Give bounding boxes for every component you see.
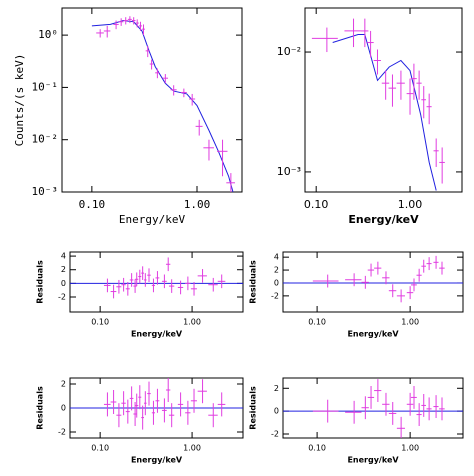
y-axis-label: Residuals xyxy=(36,386,45,430)
plot-frame xyxy=(61,7,243,193)
y-tick-label: -2 xyxy=(271,430,279,439)
x-axis-label: Energy/keV xyxy=(131,330,183,339)
y-tick-label: 10⁻² xyxy=(277,45,301,58)
y-tick-label: -2 xyxy=(271,291,279,300)
x-axis-label: Energy/keV xyxy=(348,213,419,226)
plot-frame xyxy=(69,251,244,313)
model-line xyxy=(91,19,234,193)
x-tick-label: 0.10 xyxy=(308,318,326,327)
y-tick-label: -2 xyxy=(58,428,66,437)
y-tick-label: 10⁻¹ xyxy=(32,80,59,93)
x-tick-label: 0.10 xyxy=(308,444,326,453)
y-tick-label: 0 xyxy=(61,279,66,288)
x-tick-label: 0.10 xyxy=(91,318,109,327)
x-axis-label: Energy/keV xyxy=(131,456,183,465)
y-tick-label: 0 xyxy=(274,278,279,287)
y-tick-label: 10⁻² xyxy=(32,133,59,146)
y-axis-label: Residuals xyxy=(249,386,258,430)
x-tick-label: 0.10 xyxy=(91,444,109,453)
y-tick-label: 2 xyxy=(274,266,279,275)
y-tick-label: 2 xyxy=(61,380,66,389)
x-tick-label: 1.00 xyxy=(401,444,419,453)
y-axis-label: Residuals xyxy=(249,260,258,304)
plot-frame xyxy=(304,7,463,193)
y-tick-label: 4 xyxy=(61,252,66,261)
y-axis-label: Counts/(s keV) xyxy=(13,54,26,147)
x-axis-label: Energy/keV xyxy=(119,213,186,226)
y-axis-label: Residuals xyxy=(36,260,45,304)
y-tick-label: 10⁻³ xyxy=(277,165,301,178)
x-tick-label: 1.00 xyxy=(183,318,201,327)
x-tick-label: 0.10 xyxy=(304,198,329,211)
y-tick-label: 0 xyxy=(61,404,66,413)
y-tick-label: 10⁰ xyxy=(38,28,58,41)
model-line xyxy=(332,34,437,191)
x-tick-label: 1.00 xyxy=(398,198,423,211)
y-tick-label: 10⁻³ xyxy=(32,185,59,198)
x-tick-label: 0.10 xyxy=(79,198,106,211)
x-axis-label: Energy/keV xyxy=(347,456,399,465)
y-tick-label: 2 xyxy=(61,265,66,274)
x-tick-label: 1.00 xyxy=(184,198,211,211)
plot-frame xyxy=(282,251,464,313)
y-tick-label: -2 xyxy=(58,293,66,302)
x-tick-label: 1.00 xyxy=(183,444,201,453)
y-tick-label: 4 xyxy=(274,253,279,262)
plot-frame xyxy=(282,377,464,439)
y-tick-label: 0 xyxy=(274,407,279,416)
y-tick-label: 2 xyxy=(274,384,279,393)
x-tick-label: 1.00 xyxy=(401,318,419,327)
x-axis-label: Energy/keV xyxy=(347,330,399,339)
